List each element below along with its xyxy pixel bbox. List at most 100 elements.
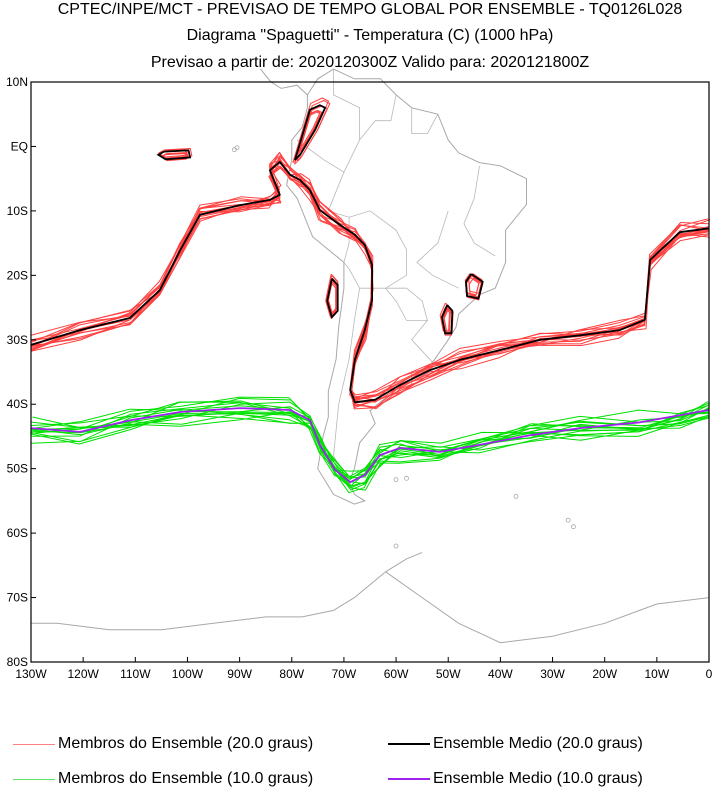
country-border — [359, 94, 397, 141]
legend-swatch — [388, 743, 430, 745]
member-line-20 — [30, 156, 709, 398]
mean-loop-20 — [326, 277, 339, 319]
lat-tick-label: 80S — [7, 655, 28, 669]
member-line-20 — [30, 161, 710, 400]
island — [393, 477, 399, 483]
member-line-20 — [30, 165, 710, 409]
coastline-antarctica — [31, 551, 423, 631]
member-line-20 — [30, 166, 708, 399]
coastline-weddell-sea — [385, 571, 710, 644]
member-loop-20 — [158, 148, 187, 158]
lat-tick-label: 60S — [7, 526, 28, 540]
lon-tick-label: 100W — [172, 667, 204, 681]
member-loop-20 — [325, 279, 337, 318]
member-loop-20 — [465, 275, 484, 301]
coastline-central-america — [260, 68, 308, 96]
legend-label: Ensemble Medio (20.0 graus) — [433, 735, 643, 752]
country-border — [385, 287, 428, 321]
member-line-10 — [30, 400, 710, 472]
legend-item-mean-10: Ensemble Medio (10.0 graus) — [388, 770, 643, 788]
lon-tick-label: 50W — [436, 667, 461, 681]
country-border — [411, 107, 439, 135]
member-loop-20 — [296, 105, 328, 162]
lon-tick-label: 70W — [332, 667, 357, 681]
member-line-20 — [30, 159, 709, 408]
member-line-20 — [30, 158, 710, 410]
title-line-3: Previsao a partir de: 2020120300Z Valido… — [150, 54, 590, 71]
legend-label: Membros do Ensemble (20.0 graus) — [58, 735, 314, 752]
mean-loop-20 — [294, 104, 327, 161]
legend-swatch — [13, 778, 55, 780]
basemap — [31, 68, 710, 644]
lon-tick-label: 30W — [540, 667, 565, 681]
country-border — [333, 288, 360, 482]
lat-tick-label: 10N — [6, 75, 28, 89]
country-border — [343, 210, 407, 289]
legend-swatch — [13, 743, 55, 745]
member-line-20 — [30, 166, 710, 400]
member-line-10 — [31, 404, 710, 478]
member-line-20 — [30, 152, 711, 403]
country-border — [333, 69, 361, 173]
member-line-20 — [30, 152, 709, 407]
lon-tick-label: 10W — [645, 667, 670, 681]
member-line-10 — [30, 405, 710, 478]
mean-line-10 — [30, 407, 710, 484]
country-border — [411, 320, 433, 363]
mean-loop-20 — [465, 273, 484, 300]
lat-tick-label: 30S — [7, 333, 28, 347]
member-line-10 — [31, 402, 710, 480]
legend-swatch — [388, 778, 430, 780]
lon-tick-label: 110W — [120, 667, 151, 681]
island — [513, 493, 519, 499]
legend-label: Ensemble Medio (10.0 graus) — [433, 770, 643, 787]
member-line-20 — [31, 160, 710, 410]
lat-tick-label: 50S — [7, 462, 28, 476]
legend-item-mean-20: Ensemble Medio (20.0 graus) — [388, 735, 643, 753]
island — [393, 543, 399, 549]
lon-tick-label: 80W — [279, 667, 304, 681]
member-line-20 — [30, 157, 710, 401]
member-line-10 — [30, 411, 710, 491]
lat-tick-label: 70S — [7, 591, 28, 605]
country-border — [463, 165, 496, 257]
island — [565, 517, 571, 523]
member-line-10 — [30, 396, 710, 487]
ensemble-members — [30, 97, 711, 494]
plot-frame — [30, 81, 710, 663]
member-line-20 — [30, 160, 710, 401]
title-line-1: CPTEC/INPE/MCT - PREVISAO DE TEMPO GLOBA… — [57, 1, 683, 18]
lat-tick-label: 10S — [7, 204, 28, 218]
title-line-2: Diagrama "Spaguetti" - Temperatura (C) (… — [186, 27, 554, 44]
lat-tick-label: 20S — [7, 268, 28, 282]
ensemble-means — [30, 104, 710, 484]
legend-item-members-20: Membros do Ensemble (20.0 graus) — [13, 735, 313, 753]
country-border — [416, 210, 459, 289]
contour-lines — [30, 97, 711, 494]
island — [404, 475, 409, 481]
island — [234, 145, 240, 151]
lon-tick-label: 90W — [227, 667, 252, 681]
lon-tick-label: 0 — [706, 667, 713, 681]
lon-tick-label: 60W — [384, 667, 409, 681]
member-loop-20 — [468, 273, 483, 294]
mean-loop-20 — [156, 149, 192, 161]
island — [571, 524, 576, 530]
member-line-20 — [30, 154, 709, 396]
member-line-20 — [31, 162, 710, 404]
lon-tick-label: 120W — [67, 667, 99, 681]
mean-loop-20 — [441, 304, 454, 335]
mean-line-20 — [30, 160, 710, 404]
member-loop-20 — [294, 100, 331, 165]
legend-item-members-10: Membros do Ensemble (10.0 graus) — [13, 770, 313, 788]
lat-tick-label: EQ — [11, 139, 28, 153]
lon-tick-label: 40W — [488, 667, 513, 681]
member-line-10 — [31, 404, 710, 487]
lon-tick-label: 130W — [15, 667, 47, 681]
lat-tick-label: 40S — [7, 397, 28, 411]
lon-tick-label: 20W — [592, 667, 617, 681]
member-line-10 — [30, 411, 710, 489]
